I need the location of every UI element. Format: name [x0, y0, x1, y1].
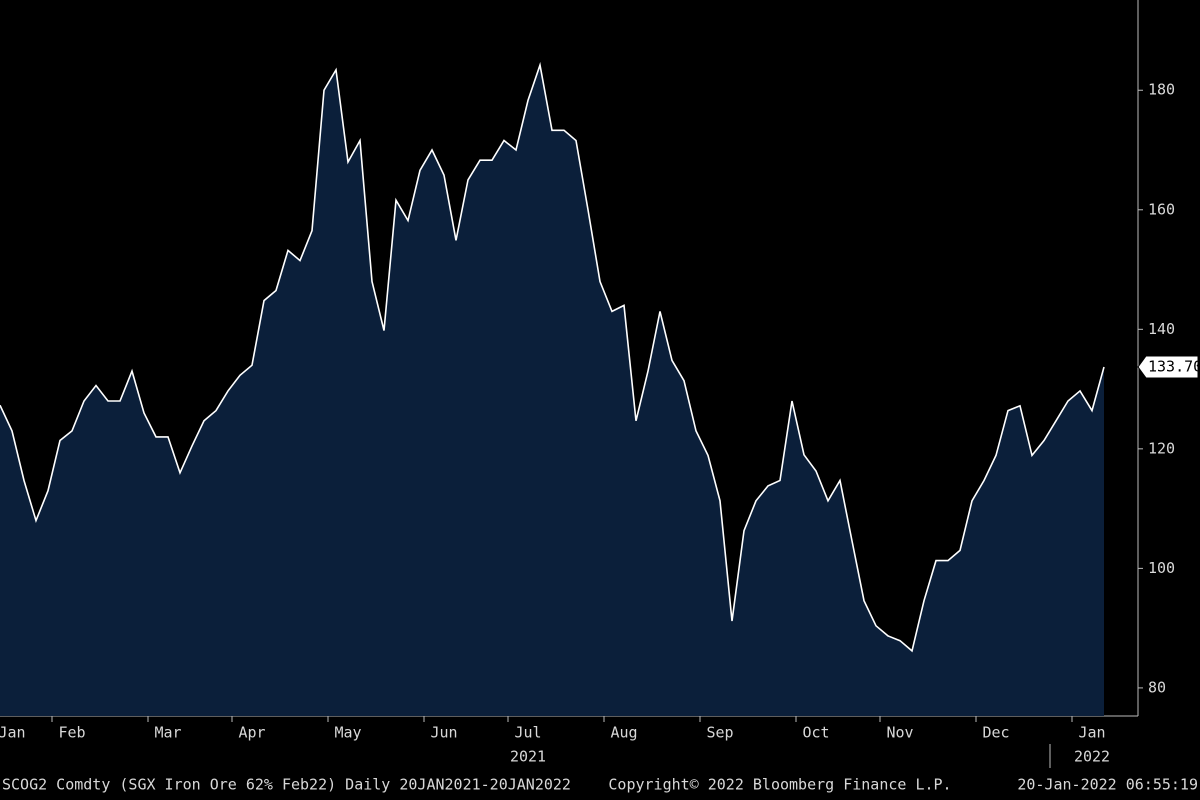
x-tick-label: Mar — [154, 724, 181, 742]
x-tick-label: Feb — [58, 724, 85, 742]
x-tick-label: Jan — [1078, 724, 1105, 742]
x-year-label: 2021 — [510, 748, 546, 766]
last-value-label: 133.70 — [1148, 357, 1200, 375]
footer-center: Copyright© 2022 Bloomberg Finance L.P. — [608, 776, 951, 794]
x-tick-label: Apr — [238, 724, 265, 742]
x-tick-label: Nov — [886, 724, 913, 742]
footer-right: 20-Jan-2022 06:55:19 — [1017, 776, 1198, 794]
last-value-box — [1137, 355, 1199, 379]
x-tick-label: Oct — [802, 724, 829, 742]
x-tick-label: May — [334, 724, 361, 742]
y-tick-label: 120 — [1148, 439, 1175, 457]
area — [0, 65, 1104, 717]
y-tick-label: 80 — [1148, 678, 1166, 696]
y-tick-label: 180 — [1148, 81, 1175, 99]
line — [0, 61, 1105, 653]
x-year-label: 2022 — [1074, 748, 1110, 766]
x-tick-label: Dec — [982, 724, 1009, 742]
x-tick-label: Jul — [514, 724, 541, 742]
footer-left: SCOG2 Comdty (SGX Iron Ore 62% Feb22) Da… — [2, 776, 571, 794]
y-tick-label: 160 — [1148, 200, 1175, 218]
x-tick-label: Sep — [706, 724, 733, 742]
x-tick-label: Jun — [430, 724, 457, 742]
x-tick-label: Aug — [610, 724, 637, 742]
x-tick-label: Jan — [0, 724, 26, 742]
y-tick-label: 140 — [1148, 320, 1175, 338]
y-tick-label: 100 — [1148, 559, 1175, 577]
